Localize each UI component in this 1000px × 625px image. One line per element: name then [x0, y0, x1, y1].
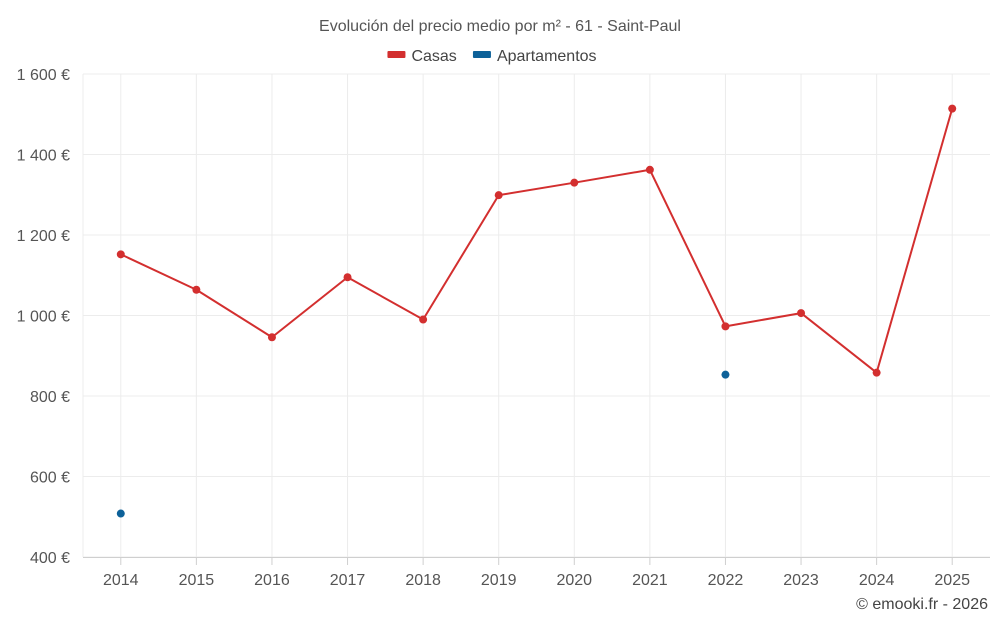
legend-label: Apartamentos: [497, 48, 597, 65]
x-tick-label: 2018: [405, 572, 441, 589]
x-tick-label: 2021: [632, 572, 668, 589]
x-tick-label: 2024: [859, 572, 895, 589]
data-point[interactable]: [419, 315, 428, 324]
x-tick-label: 2014: [103, 572, 139, 589]
y-tick-label: 600 €: [30, 470, 70, 487]
data-point[interactable]: [797, 309, 806, 318]
x-tick-label: 2016: [254, 572, 290, 589]
grid: [82, 73, 990, 558]
y-tick-label: 1 400 €: [17, 148, 70, 165]
x-tick-label: 2023: [783, 572, 819, 589]
x-tick-label: 2020: [556, 572, 592, 589]
data-point[interactable]: [267, 333, 276, 342]
chart-title: Evolución del precio medio por m² - 61 -…: [319, 18, 681, 35]
legend-swatch: [472, 51, 491, 58]
legend-item-casas[interactable]: Casas: [387, 48, 457, 65]
data-point[interactable]: [948, 104, 957, 113]
x-tick-label: 2022: [708, 572, 744, 589]
data-point[interactable]: [192, 285, 201, 294]
x-tick-label: 2019: [481, 572, 517, 589]
legend[interactable]: Casas Apartamentos: [387, 48, 597, 65]
data-point[interactable]: [721, 370, 730, 379]
series-casas: [116, 104, 957, 377]
series-apartamentos: [116, 370, 730, 518]
data-point[interactable]: [494, 191, 503, 200]
series-layer: [116, 104, 957, 518]
y-tick-label: 1 600 €: [17, 67, 70, 84]
x-tick-label: 2017: [330, 572, 366, 589]
y-tick-label: 1 000 €: [17, 309, 70, 326]
y-tick-label: 800 €: [30, 389, 70, 406]
y-tick-label: 1 200 €: [17, 228, 70, 245]
data-point[interactable]: [570, 178, 579, 187]
data-point[interactable]: [116, 250, 125, 259]
credit-text: © emooki.fr - 2026: [856, 596, 988, 613]
x-tick-label: 2015: [179, 572, 215, 589]
y-tick-label: 400 €: [30, 550, 70, 567]
axes: 400 € 600 € 800 € 1 000 € 1 200 € 1 400 € 1 60…: [17, 67, 990, 589]
data-point[interactable]: [645, 165, 654, 174]
data-point[interactable]: [343, 273, 352, 282]
data-point[interactable]: [721, 322, 730, 331]
x-tick-label: 2025: [934, 572, 970, 589]
data-point[interactable]: [116, 509, 125, 518]
legend-item-apartamentos[interactable]: Apartamentos: [472, 48, 597, 65]
data-point[interactable]: [872, 368, 881, 377]
legend-label: Casas: [411, 48, 456, 65]
series-line: [120, 108, 954, 374]
legend-swatch: [387, 51, 406, 58]
